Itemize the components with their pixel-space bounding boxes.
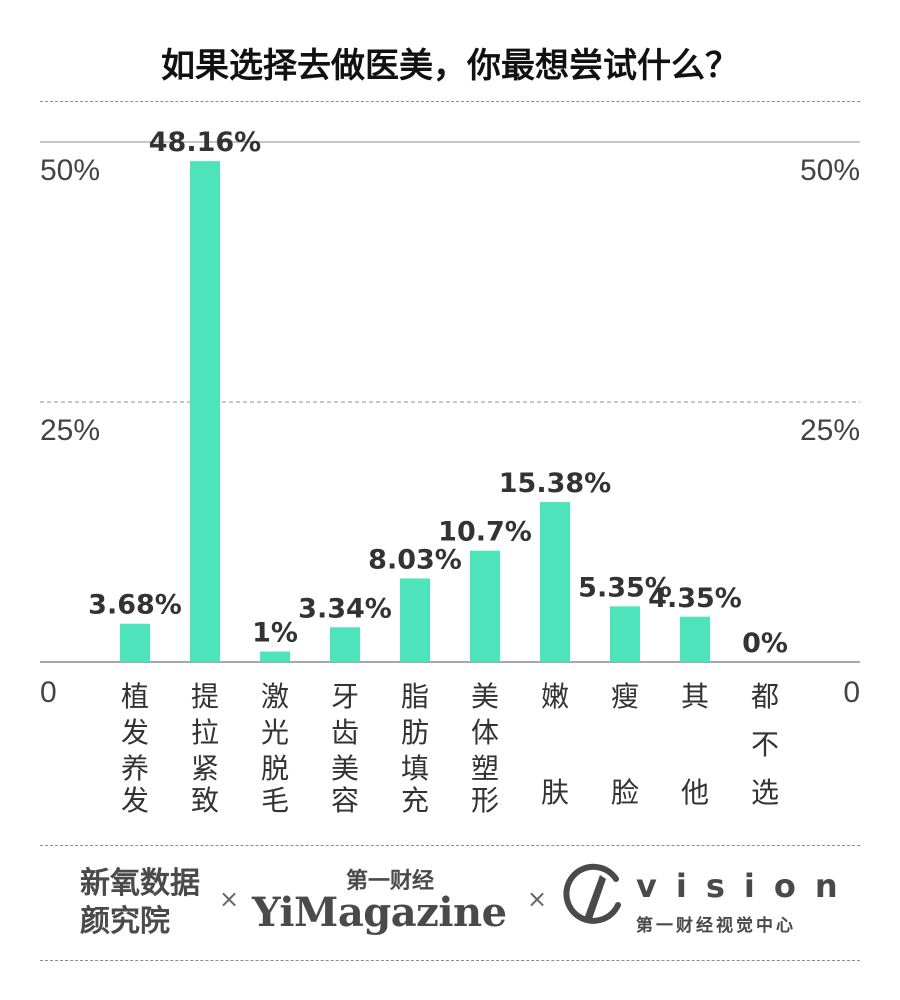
bar <box>190 161 220 663</box>
top-divider <box>40 101 860 102</box>
bar <box>680 616 710 662</box>
bar-value-label: 15.38% <box>499 468 611 499</box>
y-tick-label-left: 0 <box>40 676 57 709</box>
footer-logos: 新氧数据颜究院 × 第一财经 YiMagazine × vision 第一财经视… <box>0 845 900 960</box>
chart-title: 如果选择去做医美，你最想尝试什么？ <box>161 46 739 86</box>
bar-value-label: 10.7% <box>438 517 532 548</box>
y-tick-label-left: 25% <box>40 414 100 447</box>
y-tick-label-right: 0 <box>843 676 860 709</box>
bar-value-label: 3.68% <box>88 590 182 621</box>
bar <box>120 623 150 662</box>
vision-circle-logo-icon <box>563 863 621 924</box>
bar-value-label: 48.16% <box>149 127 261 158</box>
footer-top-divider <box>40 845 860 846</box>
category-label: 植发养发 <box>121 680 149 817</box>
bar <box>400 578 430 662</box>
bar <box>260 651 290 662</box>
cross-icon: × <box>527 885 548 913</box>
category-label: 瘦脸 <box>611 680 639 809</box>
bar <box>470 550 500 662</box>
bar <box>330 627 360 662</box>
bar-value-label: 3.34% <box>298 593 392 624</box>
bar-chart: 0 0 25% 25% 50% 50% 3.68% 植发养发 48.16% 提拉紧致 1% 激光脱毛 3… <box>40 127 860 817</box>
bar <box>540 502 570 662</box>
bar-value-label: 8.03% <box>368 544 462 575</box>
category-label: 提拉紧致 <box>191 680 219 817</box>
category-label: 嫩肤 <box>541 680 569 809</box>
category-label: 其他 <box>681 680 709 809</box>
bar-value-label: 0% <box>742 628 788 659</box>
category-label: 牙齿美容 <box>331 680 359 817</box>
bar-value-label: 5.35% <box>578 572 672 603</box>
footer-bottom-divider <box>40 960 860 961</box>
brand-vision-logo: vision <box>636 867 857 905</box>
category-label: 激光脱毛 <box>261 680 289 817</box>
brand-yimagazine-logo: YiMagazine <box>252 889 507 936</box>
bar-value-label: 1% <box>252 618 298 649</box>
y-tick-label-right: 25% <box>800 414 860 447</box>
brand-yicai-label: 第一财经 <box>345 869 434 894</box>
y-tick-label-left: 50% <box>40 154 100 187</box>
category-label: 都不选 <box>751 680 779 809</box>
cross-icon: × <box>219 885 240 913</box>
y-tick-label-right: 50% <box>800 154 860 187</box>
category-label: 美体塑形 <box>471 680 499 817</box>
brand-vision-subtitle: 第一财经视觉中心 <box>636 916 796 936</box>
category-label: 脂肪填充 <box>401 680 429 817</box>
bar-value-label: 4.35% <box>648 583 742 614</box>
brand-soyoung-logo: 新氧数据颜究院 <box>80 866 200 939</box>
bar <box>610 606 640 662</box>
